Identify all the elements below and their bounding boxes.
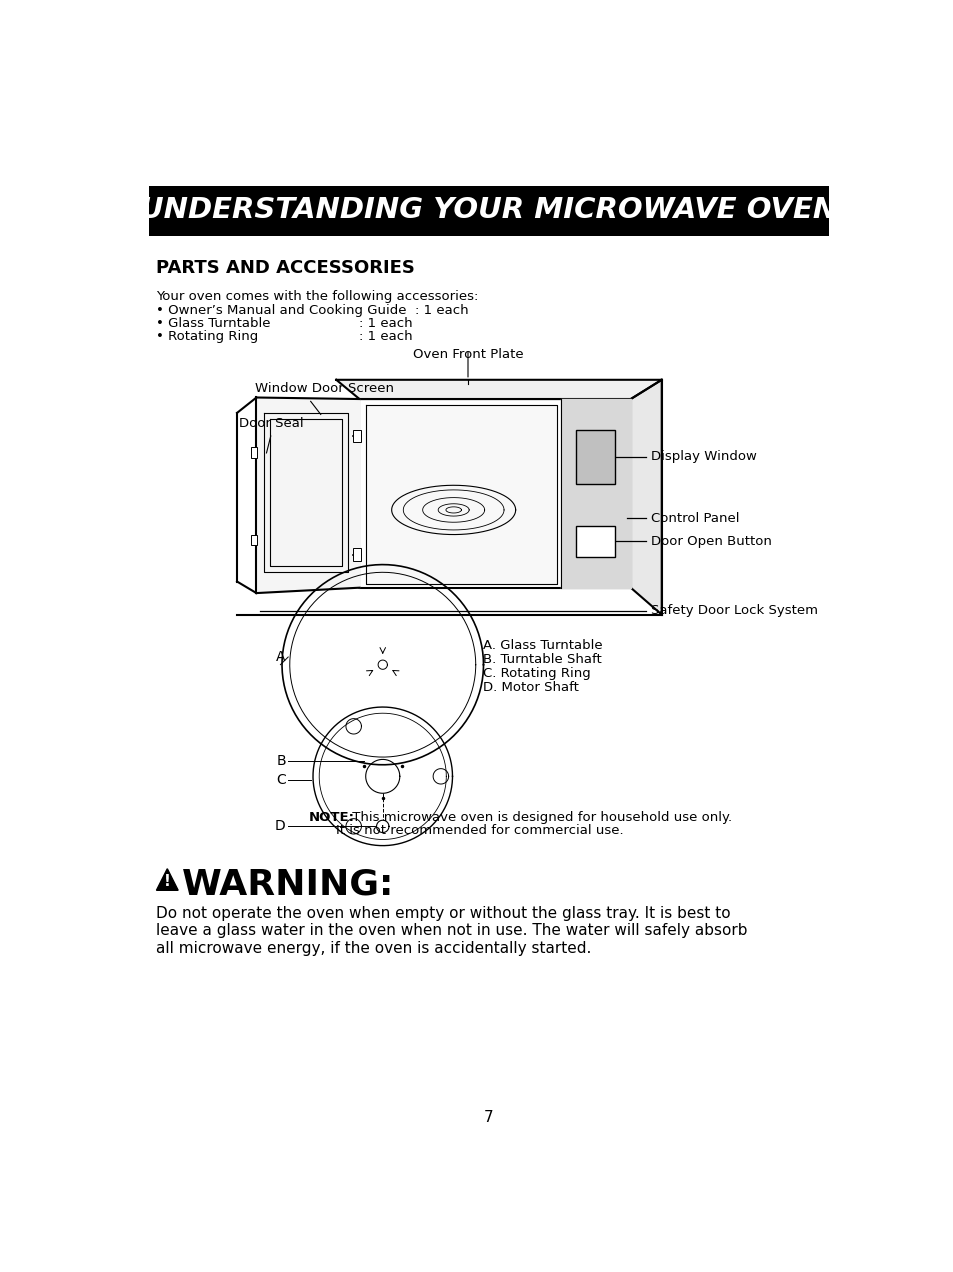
Text: : 1 each: : 1 each [359, 329, 413, 342]
Text: B: B [276, 754, 286, 768]
Text: leave a glass water in the oven when not in use. The water will safely absorb: leave a glass water in the oven when not… [156, 923, 747, 939]
Polygon shape [365, 406, 557, 584]
Bar [353, 548, 360, 561]
Text: • Owner’s Manual and Cooking Guide  : 1 each: • Owner’s Manual and Cooking Guide : 1 e… [156, 304, 469, 317]
Text: A. Glass Turntable: A. Glass Turntable [483, 639, 602, 653]
Text: !: ! [164, 874, 171, 889]
Polygon shape [256, 397, 359, 593]
Text: all microwave energy, if the oven is accidentally started.: all microwave energy, if the oven is acc… [156, 941, 591, 957]
Polygon shape [359, 399, 630, 588]
Text: B. Turntable Shaft: B. Turntable Shaft [483, 653, 601, 665]
Text: D: D [274, 819, 286, 833]
Text: This microwave oven is designed for household use only.: This microwave oven is designed for hous… [348, 812, 731, 824]
Text: Safety Door Lock System: Safety Door Lock System [650, 604, 817, 617]
Text: Door Seal: Door Seal [239, 417, 304, 430]
Text: Do not operate the oven when empty or without the glass tray. It is best to: Do not operate the oven when empty or wi… [156, 906, 730, 921]
Polygon shape [630, 380, 661, 614]
Bar [149, 186, 828, 235]
Text: Your oven comes with the following accessories:: Your oven comes with the following acces… [156, 290, 478, 303]
Text: Display Window: Display Window [650, 450, 756, 463]
Text: D. Motor Shaft: D. Motor Shaft [483, 681, 578, 693]
Text: WARNING:: WARNING: [182, 868, 394, 901]
Text: Door Open Button: Door Open Button [650, 536, 771, 548]
Text: UNDERSTANDING YOUR MICROWAVE OVEN: UNDERSTANDING YOUR MICROWAVE OVEN [140, 196, 837, 224]
FancyBboxPatch shape [576, 527, 615, 557]
Text: It is not recommended for commercial use.: It is not recommended for commercial use… [335, 824, 623, 837]
Polygon shape [156, 869, 178, 890]
Text: Control Panel: Control Panel [650, 511, 739, 525]
Text: Oven Front Plate: Oven Front Plate [413, 349, 523, 361]
Polygon shape [560, 399, 630, 588]
Bar [251, 534, 257, 546]
Text: • Glass Turntable: • Glass Turntable [156, 317, 271, 329]
FancyBboxPatch shape [576, 430, 615, 483]
Text: • Rotating Ring: • Rotating Ring [156, 329, 258, 342]
Text: C: C [275, 773, 286, 787]
Text: 7: 7 [483, 1110, 494, 1124]
Text: NOTE:: NOTE: [309, 812, 355, 824]
Text: : 1 each: : 1 each [359, 317, 413, 329]
Bar [251, 446, 257, 458]
Text: Window Door Screen: Window Door Screen [254, 382, 394, 396]
Text: PARTS AND ACCESSORIES: PARTS AND ACCESSORIES [156, 259, 415, 277]
Bar [353, 430, 360, 443]
Text: C. Rotating Ring: C. Rotating Ring [483, 667, 591, 679]
Text: A: A [276, 650, 286, 664]
Polygon shape [335, 380, 661, 399]
